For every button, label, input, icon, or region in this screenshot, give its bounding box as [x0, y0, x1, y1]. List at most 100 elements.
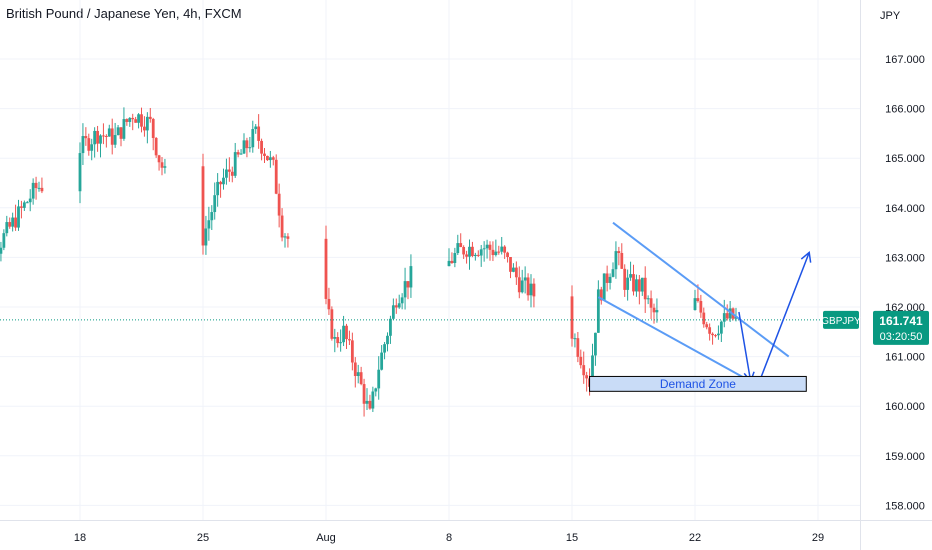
candle-body	[450, 260, 454, 264]
candle-body	[696, 298, 700, 302]
candle-body	[145, 116, 149, 131]
candle-body	[37, 187, 41, 189]
symbol-tag-label: GBPJPY	[821, 316, 861, 327]
candle-body	[485, 244, 489, 249]
candle-body	[491, 249, 495, 256]
y-tick-label: 167.000	[885, 54, 925, 66]
candle-body	[377, 369, 381, 389]
candle-body	[116, 127, 120, 136]
bar-countdown: 03:20:50	[880, 331, 923, 343]
candle-body	[96, 130, 99, 144]
candle-body	[219, 181, 222, 185]
candle-body	[11, 217, 15, 227]
candle-body	[271, 157, 275, 160]
y-tick-label: 158.000	[885, 500, 925, 512]
candle-body	[216, 181, 220, 196]
candle-body	[236, 152, 240, 155]
candle-body	[104, 135, 108, 137]
candle-body	[579, 356, 583, 366]
candle-body	[465, 254, 468, 257]
candle-body	[708, 327, 712, 334]
candle-body	[479, 249, 483, 256]
candle-body	[500, 246, 504, 252]
candle-body	[582, 365, 586, 376]
candle-body	[655, 310, 659, 313]
channel-upper-line	[612, 221, 790, 358]
candle-body	[512, 267, 515, 272]
candle-body	[605, 273, 609, 283]
candle-body	[514, 267, 518, 278]
candle-body	[125, 119, 129, 122]
candle-body	[254, 126, 258, 130]
candle-body	[362, 384, 366, 404]
candle-body	[90, 144, 94, 151]
candle-body	[40, 187, 44, 192]
candle-body	[406, 281, 410, 288]
grid	[0, 0, 860, 520]
candle-body	[17, 206, 20, 228]
candle-body	[509, 257, 512, 272]
candle-body	[122, 119, 126, 139]
candle-body	[394, 305, 398, 308]
candle-body	[87, 138, 91, 151]
candle-body	[506, 252, 509, 258]
candle-body	[705, 324, 709, 328]
candle-body	[409, 266, 413, 288]
candle-body	[201, 166, 205, 246]
candle-body	[84, 136, 88, 139]
candle-body	[333, 337, 337, 339]
candle-body	[635, 279, 638, 292]
y-tick-label: 160.000	[885, 401, 925, 413]
candle-body	[107, 128, 111, 137]
candle-body	[447, 260, 451, 267]
candle-body	[468, 246, 471, 257]
candle-body	[339, 342, 343, 344]
candle-body	[330, 309, 334, 339]
candle-body	[599, 289, 603, 301]
candle-body	[629, 274, 632, 278]
candle-body	[154, 137, 158, 156]
candle-body	[356, 372, 360, 377]
candle-body	[594, 332, 597, 356]
candle-body	[99, 135, 102, 144]
candle-body	[280, 215, 284, 238]
candle-body	[365, 400, 369, 404]
forecast-arrow	[758, 250, 812, 382]
candle-body	[596, 289, 600, 333]
candle-body	[245, 140, 249, 149]
candle-body	[348, 339, 351, 341]
candle-body	[494, 251, 498, 256]
candle-body	[623, 268, 627, 290]
candle-body	[380, 352, 384, 370]
candle-body	[359, 372, 363, 385]
candle-body	[110, 128, 114, 145]
candle-body	[643, 277, 647, 300]
y-tick-label: 163.000	[885, 252, 925, 264]
candle-body	[632, 274, 635, 292]
candle-body	[611, 269, 615, 277]
candle-body	[693, 298, 697, 311]
candle-body	[93, 130, 97, 145]
candle-body	[646, 298, 650, 300]
candle-body	[233, 152, 237, 176]
y-tick-label: 159.000	[885, 451, 925, 463]
candle-body	[526, 277, 530, 296]
price-tag	[873, 310, 929, 345]
candle-body	[274, 159, 278, 194]
y-tick-label: 161.000	[885, 352, 925, 364]
candle-body	[453, 253, 457, 264]
candle-body	[257, 126, 261, 141]
candle-body	[345, 325, 348, 340]
candle-body	[134, 119, 138, 123]
candle-body	[570, 296, 574, 339]
candle-body	[286, 236, 290, 239]
candle-body	[78, 153, 82, 192]
y-tick-label: 165.000	[885, 153, 925, 165]
candle-body	[389, 318, 392, 336]
candle-body	[163, 166, 167, 168]
candle-body	[482, 248, 486, 250]
candle-body	[350, 340, 354, 363]
candle-body	[268, 157, 272, 161]
candle-body	[28, 198, 32, 203]
